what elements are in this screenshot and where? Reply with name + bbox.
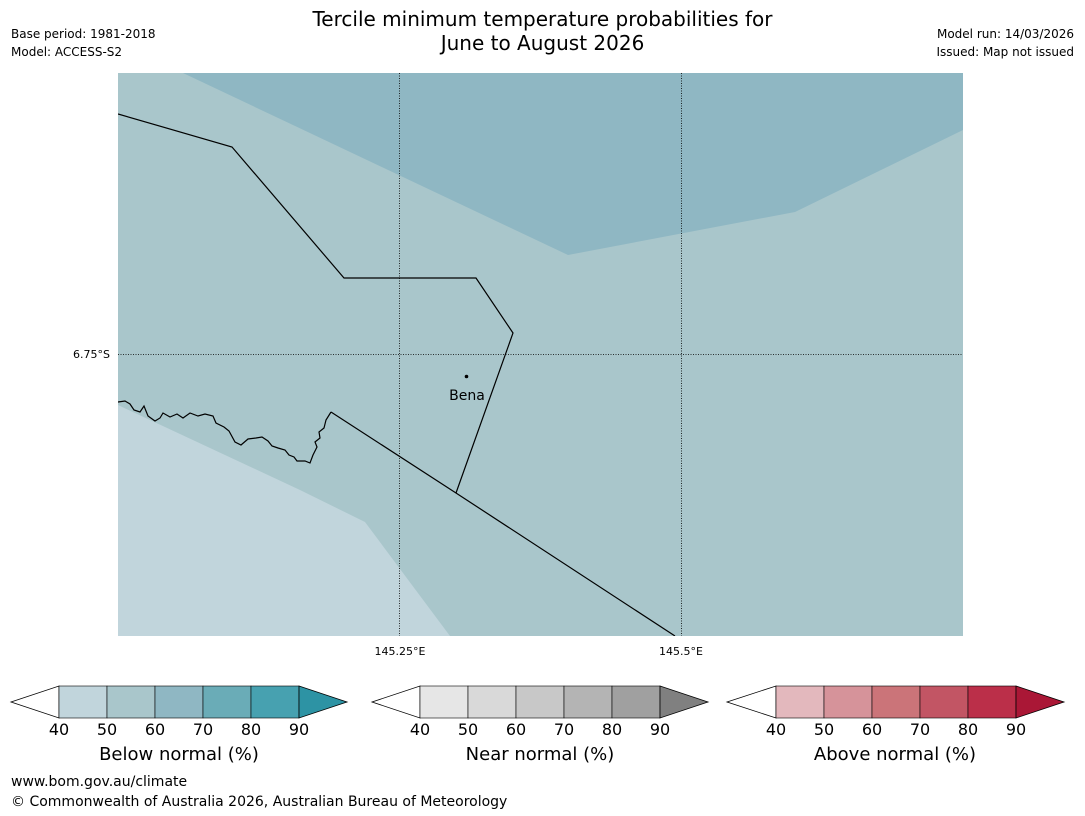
meta-right: Model run: 14/03/2026 Issued: Map not is… [936, 25, 1074, 61]
colorbar-near-tick-1: 50 [458, 720, 478, 739]
map-area: Bena [118, 73, 963, 636]
colorbar-near-over-triangle [659, 685, 710, 719]
colorbar-below-tick-3: 70 [193, 720, 213, 739]
colorbar-near-swatch-3 [563, 685, 613, 719]
colorbar-below-tick-5: 90 [289, 720, 309, 739]
title-line-1: Tercile minimum temperature probabilitie… [312, 7, 773, 31]
meta-left: Base period: 1981-2018 Model: ACCESS-S2 [11, 25, 156, 61]
boundary-line-south [330, 411, 676, 636]
coastline [118, 400, 332, 464]
colorbar-above-tick-2: 60 [862, 720, 882, 739]
issued-status: Issued: Map not issued [936, 45, 1074, 59]
colorbar-below-tick-1: 50 [97, 720, 117, 739]
place-marker [464, 374, 469, 379]
colorbar-above-over-triangle [1015, 685, 1066, 719]
lat-label: 6.75°S [73, 348, 110, 361]
colorbar-below-swatch-1 [106, 685, 156, 719]
colorbar-near-tick-4: 80 [602, 720, 622, 739]
colorbar-near-tick-2: 60 [506, 720, 526, 739]
colorbar-above-tick-4: 80 [958, 720, 978, 739]
colorbar-above-swatch-3 [919, 685, 969, 719]
colorbar-below-under-triangle [9, 685, 60, 719]
footer-url: www.bom.gov.au/climate [11, 774, 188, 790]
colorbar-label-below: Below normal (%) [99, 744, 259, 765]
colorbar-above-swatch-1 [823, 685, 873, 719]
model-run: Model run: 14/03/2026 [936, 27, 1074, 41]
colorbar-near-tick-3: 70 [554, 720, 574, 739]
colorbar-label-near: Near normal (%) [465, 744, 615, 765]
colorbar-near-tick-5: 90 [650, 720, 670, 739]
footer-copyright: © Commonwealth of Australia 2026, Austra… [11, 794, 508, 810]
colorbars: 40 50 60 70 80 90 40 50 60 70 80 90 40 50 60 70 80 90 [9, 685, 1066, 739]
model-name: Model: ACCESS-S2 [11, 45, 123, 59]
colorbar-below-swatch-3 [202, 685, 252, 719]
colorbar-above-tick-1: 50 [814, 720, 834, 739]
colorbar-near-swatch-2 [515, 685, 565, 719]
map-title: Tercile minimum temperature probabilitie… [0, 7, 1085, 55]
colorbar-below-tick-2: 60 [145, 720, 165, 739]
colorbar-near-swatch-4 [611, 685, 661, 719]
colorbar-above-tick-3: 70 [910, 720, 930, 739]
colorbar-above-under-triangle [725, 685, 777, 719]
region-lt40 [118, 405, 450, 636]
colorbar-below-tick-4: 80 [241, 720, 261, 739]
colorbar-near-swatch-1 [467, 685, 517, 719]
colorbar-below-swatch-0 [58, 685, 108, 719]
colorbar-above-swatch-4 [967, 685, 1017, 719]
region-60-70 [183, 73, 963, 255]
place-label: Bena [449, 388, 485, 404]
base-period: Base period: 1981-2018 [11, 27, 156, 41]
colorbar-below-tick-0: 40 [49, 720, 69, 739]
colorbar-near-under-triangle [370, 685, 421, 719]
boundary-line-north [118, 113, 514, 494]
colorbar-near-tick-0: 40 [410, 720, 430, 739]
colorbar-below-swatch-4 [250, 685, 300, 719]
colorbar-label-above: Above normal (%) [813, 744, 977, 765]
colorbar-above-swatch-2 [871, 685, 921, 719]
colorbar-near-swatch-0 [419, 685, 469, 719]
colorbar-above-tick-5: 90 [1006, 720, 1026, 739]
title-line-2: June to August 2026 [440, 31, 645, 55]
colorbar-above-tick-0: 40 [766, 720, 786, 739]
colorbar-below-swatch-2 [154, 685, 204, 719]
lon-label-1: 145.25°E [375, 645, 426, 658]
lon-label-2: 145.5°E [659, 645, 703, 658]
colorbar-above-swatch-0 [775, 685, 825, 719]
colorbar-below-over-triangle [298, 685, 349, 719]
